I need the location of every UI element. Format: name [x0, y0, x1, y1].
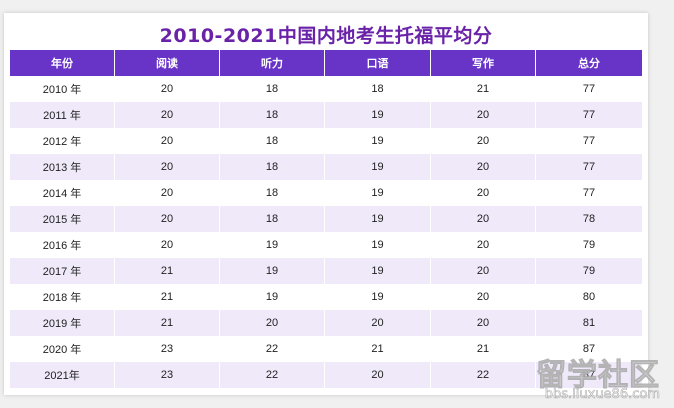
cell-year: 2017 年	[10, 258, 115, 284]
cell-total: 79	[536, 232, 642, 258]
cell-year: 2020 年	[10, 336, 115, 362]
cell-year: 2016 年	[10, 232, 115, 258]
table-row: 2010 年 20 18 18 21 77	[10, 76, 642, 102]
cell-year: 2013 年	[10, 154, 115, 180]
cell-writing: 20	[431, 284, 536, 310]
page-title: 2010-2021中国内地考生托福平均分	[159, 25, 493, 47]
table-row: 2019 年 21 20 20 20 81	[10, 310, 642, 336]
table-row: 2013 年 20 18 19 20 77	[10, 154, 642, 180]
cell-year: 2015 年	[10, 206, 115, 232]
cell-total: 77	[536, 154, 642, 180]
cell-writing: 20	[431, 310, 536, 336]
cell-year: 2012 年	[10, 128, 115, 154]
cell-writing: 21	[431, 336, 536, 362]
cell-speaking: 19	[325, 128, 431, 154]
cell-reading: 21	[115, 258, 220, 284]
cell-listening: 18	[220, 76, 325, 102]
scores-table: 年份 阅读 听力 口语 写作 总分 2010 年 20 18 18 21 77 2011 年…	[10, 50, 642, 388]
cell-listening: 22	[220, 336, 325, 362]
cell-writing: 20	[431, 102, 536, 128]
cell-total: 78	[536, 206, 642, 232]
table-card: 2010-2021中国内地考生托福平均分 年份 阅读 听力 口语 写作 总分 2…	[4, 13, 648, 395]
header-reading: 阅读	[115, 50, 220, 76]
cell-speaking: 21	[325, 336, 431, 362]
cell-writing: 20	[431, 232, 536, 258]
cell-year: 2018 年	[10, 284, 115, 310]
cell-listening: 18	[220, 128, 325, 154]
cell-year: 2011 年	[10, 102, 115, 128]
cell-reading: 21	[115, 310, 220, 336]
cell-total: 77	[536, 180, 642, 206]
table-row: 2016 年 20 19 19 20 79	[10, 232, 642, 258]
table-header-row: 年份 阅读 听力 口语 写作 总分	[10, 50, 642, 76]
table-row: 2018 年 21 19 19 20 80	[10, 284, 642, 310]
cell-listening: 19	[220, 258, 325, 284]
cell-writing: 20	[431, 258, 536, 284]
cell-total: 80	[536, 284, 642, 310]
header-year: 年份	[10, 50, 115, 76]
cell-year: 2014 年	[10, 180, 115, 206]
table-row: 2017 年 21 19 19 20 79	[10, 258, 642, 284]
cell-year: 2021年	[10, 362, 115, 388]
cell-listening: 18	[220, 206, 325, 232]
cell-listening: 18	[220, 154, 325, 180]
cell-speaking: 20	[325, 310, 431, 336]
cell-listening: 19	[220, 284, 325, 310]
cell-reading: 20	[115, 102, 220, 128]
cell-listening: 22	[220, 362, 325, 388]
cell-total: 79	[536, 258, 642, 284]
cell-reading: 23	[115, 362, 220, 388]
cell-speaking: 20	[325, 362, 431, 388]
cell-speaking: 19	[325, 154, 431, 180]
cell-writing: 20	[431, 206, 536, 232]
cell-speaking: 19	[325, 258, 431, 284]
cell-reading: 21	[115, 284, 220, 310]
cell-listening: 18	[220, 102, 325, 128]
table-row: 2011 年 20 18 19 20 77	[10, 102, 642, 128]
header-listening: 听力	[220, 50, 325, 76]
cell-year: 2019 年	[10, 310, 115, 336]
cell-writing: 22	[431, 362, 536, 388]
cell-speaking: 19	[325, 206, 431, 232]
cell-reading: 20	[115, 206, 220, 232]
cell-speaking: 18	[325, 76, 431, 102]
cell-reading: 23	[115, 336, 220, 362]
cell-reading: 20	[115, 76, 220, 102]
cell-writing: 20	[431, 128, 536, 154]
table-row: 2021年 23 22 20 22 87	[10, 362, 642, 388]
table-row: 2020 年 23 22 21 21 87	[10, 336, 642, 362]
cell-total: 81	[536, 310, 642, 336]
cell-total: 77	[536, 128, 642, 154]
cell-listening: 19	[220, 232, 325, 258]
cell-reading: 20	[115, 128, 220, 154]
table-row: 2012 年 20 18 19 20 77	[10, 128, 642, 154]
cell-speaking: 19	[325, 232, 431, 258]
cell-reading: 20	[115, 154, 220, 180]
cell-speaking: 19	[325, 180, 431, 206]
cell-total: 77	[536, 76, 642, 102]
cell-total: 77	[536, 102, 642, 128]
cell-reading: 20	[115, 232, 220, 258]
table-row: 2015 年 20 18 19 20 78	[10, 206, 642, 232]
header-writing: 写作	[431, 50, 536, 76]
cell-year: 2010 年	[10, 76, 115, 102]
cell-listening: 20	[220, 310, 325, 336]
cell-total: 87	[536, 362, 642, 388]
cell-speaking: 19	[325, 284, 431, 310]
cell-writing: 20	[431, 154, 536, 180]
table-row: 2014 年 20 18 19 20 77	[10, 180, 642, 206]
cell-writing: 21	[431, 76, 536, 102]
cell-speaking: 19	[325, 102, 431, 128]
cell-reading: 20	[115, 180, 220, 206]
cell-writing: 20	[431, 180, 536, 206]
header-total: 总分	[536, 50, 642, 76]
cell-total: 87	[536, 336, 642, 362]
cell-listening: 18	[220, 180, 325, 206]
header-speaking: 口语	[325, 50, 431, 76]
